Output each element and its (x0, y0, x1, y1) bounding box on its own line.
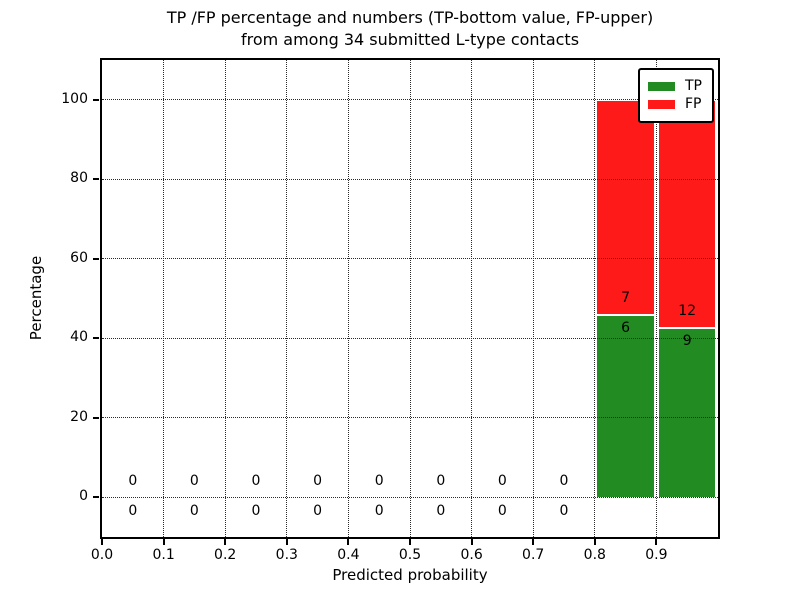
y-tick-label: 80 (70, 170, 88, 187)
y-tick-label: 100 (61, 90, 88, 107)
fp-count-label: 7 (621, 289, 631, 306)
x-gridline (471, 60, 473, 537)
x-tick-label: 0.9 (645, 547, 668, 563)
x-gridline (532, 60, 534, 537)
x-tick-label: 0.5 (398, 547, 422, 563)
x-tick (162, 539, 165, 545)
tp-count-label: 0 (436, 503, 446, 520)
fp-count-label: 0 (128, 473, 138, 490)
y-tick-label: 60 (70, 249, 88, 266)
tp-count-label: 0 (497, 503, 507, 520)
fp-count-label: 0 (497, 473, 507, 490)
y-tick (93, 98, 99, 101)
x-tick (532, 539, 535, 545)
x-tick (347, 539, 350, 545)
tp-count-label: 9 (682, 332, 692, 349)
y-tick (93, 178, 99, 181)
y-tick (93, 496, 99, 499)
y-tick (93, 416, 99, 419)
chart-title-line-2: from among 34 submitted L-type contacts (240, 30, 580, 49)
bar-tp-segment (657, 326, 717, 498)
x-tick-label: 0.8 (583, 547, 606, 563)
fp-count-label: 0 (251, 473, 261, 490)
fp-count-label: 0 (559, 473, 569, 490)
tp-count-label: 0 (313, 503, 323, 520)
legend-swatch-tp (648, 82, 675, 91)
tp-count-label: 0 (251, 503, 261, 520)
legend-swatch-fp (648, 100, 675, 109)
legend-row: FP (648, 97, 702, 112)
plot-area: TP FP 0 0 0 0 0 0 0 0 0 0 0 0 0 0 0 0 7 6 12 9 (100, 58, 720, 539)
tp-count-label: 0 (374, 503, 384, 520)
x-tick (224, 539, 227, 545)
x-tick-label: 0.1 (152, 547, 175, 563)
stacked-bar (657, 99, 717, 498)
x-tick-label: 0.0 (90, 547, 114, 563)
x-gridline (224, 60, 226, 537)
x-tick (470, 539, 473, 545)
stacked-bar (596, 99, 655, 498)
x-tick-label: 0.4 (337, 547, 360, 563)
fp-count-label: 0 (189, 473, 199, 490)
y-tick-label: 20 (70, 408, 88, 425)
y-tick (93, 337, 99, 340)
x-gridline (163, 60, 165, 537)
x-gridline (347, 60, 349, 537)
tp-count-label: 6 (621, 319, 631, 336)
y-tick (93, 257, 99, 260)
x-tick (409, 539, 411, 545)
fp-count-label: 0 (374, 473, 384, 490)
x-tick (655, 539, 658, 545)
legend: TP FP (638, 68, 714, 123)
y-axis-label: Percentage (27, 255, 45, 341)
x-tick-label: 0.6 (460, 547, 483, 563)
legend-label: FP (685, 96, 702, 112)
tp-count-label: 0 (128, 503, 138, 520)
tp-count-label: 0 (559, 503, 569, 520)
fp-count-label: 0 (313, 473, 323, 490)
fp-count-label: 0 (436, 473, 446, 490)
legend-row: TP (648, 79, 702, 94)
x-gridline (286, 60, 288, 537)
x-gridline (655, 60, 657, 537)
fp-count-label: 12 (678, 302, 697, 319)
bar-tp-segment (596, 313, 655, 498)
x-gridline (409, 60, 411, 537)
x-tick (285, 539, 288, 545)
x-axis-label: Predicted probability (332, 566, 488, 584)
x-tick-label: 0.3 (275, 547, 298, 563)
y-tick-label: 0 (79, 488, 88, 505)
x-tick-label: 0.2 (214, 547, 237, 563)
x-tick-label: 0.7 (522, 547, 545, 563)
tp-count-label: 0 (189, 503, 199, 520)
x-tick (101, 539, 103, 545)
x-gridline (594, 60, 596, 537)
y-tick-label: 40 (70, 329, 88, 346)
legend-label: TP (685, 78, 702, 94)
chart-title-line-1: TP /FP percentage and numbers (TP-bottom… (166, 8, 654, 27)
x-tick (593, 539, 596, 545)
